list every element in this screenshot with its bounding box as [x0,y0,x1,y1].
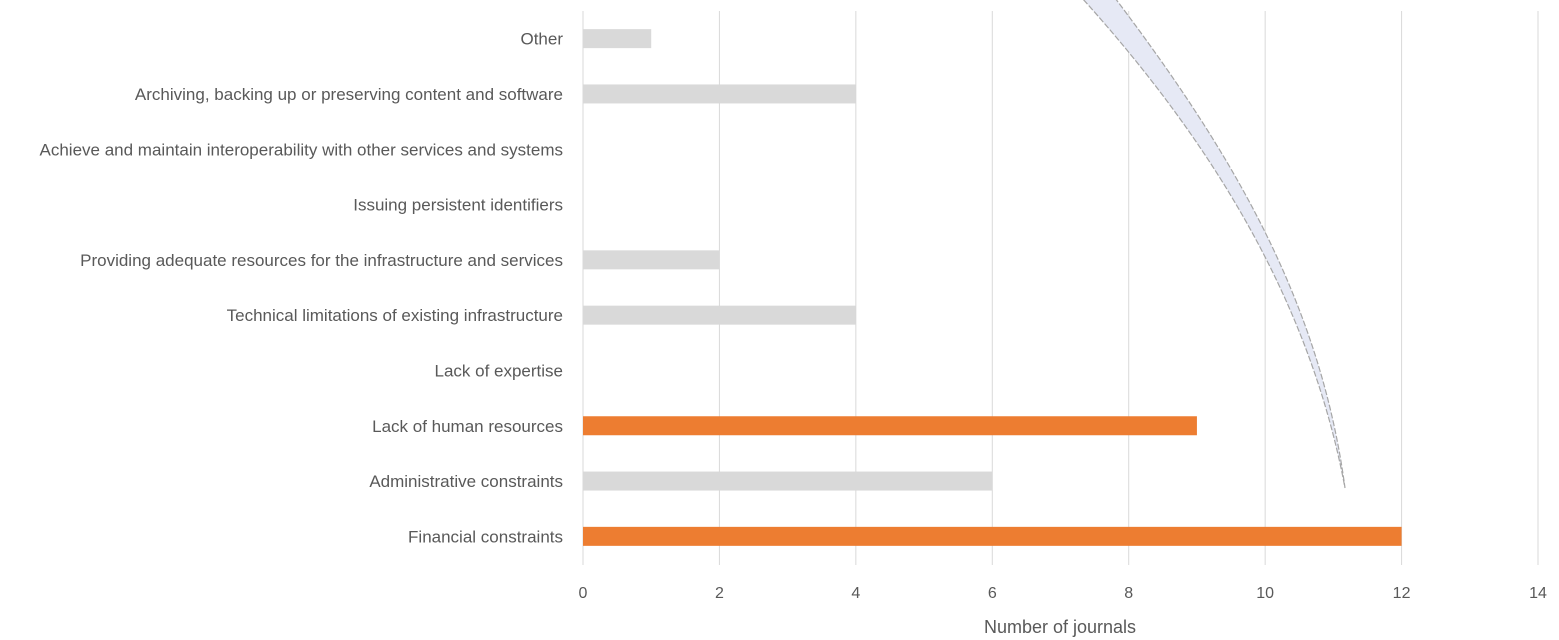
x-axis-title: Number of journals [984,617,1136,637]
decorative-swoosh [1082,0,1346,489]
x-tick-label: 10 [1256,585,1274,602]
bar [583,84,856,104]
bars [583,29,1402,546]
category-label: Providing adequate resources for the inf… [80,251,563,270]
x-tick-label: 0 [579,585,588,602]
bar [583,29,652,49]
category-label: Achieve and maintain interoperability wi… [40,140,563,159]
bar [583,526,1402,546]
category-label: Issuing persistent identifiers [353,196,563,215]
x-tick-label: 4 [851,585,860,602]
decorative-curve [1082,0,1346,489]
x-tick-label: 8 [1124,585,1133,602]
category-label: Administrative constraints [369,472,563,491]
x-tick-label: 14 [1529,585,1547,602]
category-label: Financial constraints [408,527,563,546]
bar [583,250,720,270]
category-label: Technical limitations of existing infras… [227,306,563,325]
category-label: Lack of human resources [372,417,563,436]
category-label: Other [520,30,563,49]
bar [583,471,993,491]
x-tick-label: 2 [715,585,724,602]
x-tick-label: 6 [988,585,997,602]
x-tick-labels: 0 2 4 6 8 10 12 14 [579,585,1547,602]
category-label: Archiving, backing up or preserving cont… [135,85,563,104]
bar [583,305,856,325]
category-labels: Other Archiving, backing up or preserving… [40,30,564,547]
category-label: Lack of expertise [434,361,563,380]
bar [583,416,1197,436]
x-tick-label: 12 [1393,585,1411,602]
